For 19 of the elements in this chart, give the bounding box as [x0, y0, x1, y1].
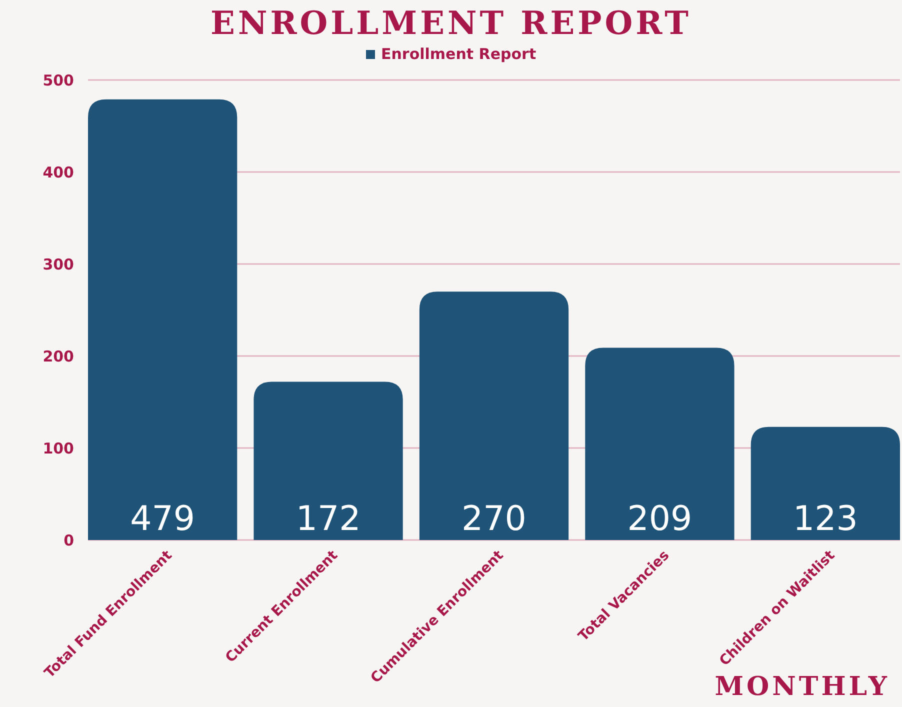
data-label: 123 [792, 499, 858, 539]
data-label: 270 [462, 499, 526, 539]
y-tick-label: 400 [42, 163, 74, 182]
text: MONTHLY [714, 672, 890, 702]
data-label: 172 [296, 499, 361, 539]
bar [585, 348, 734, 540]
bar [419, 292, 569, 540]
bar [750, 426, 900, 540]
y-tick-label: 500 [42, 71, 74, 90]
y-tick-label: 100 [42, 439, 74, 458]
legend-label: Enrollment Report [381, 45, 536, 63]
data-label: 209 [627, 499, 692, 539]
y-tick-label: 200 [42, 347, 74, 366]
bar [254, 382, 403, 540]
data-label: 479 [130, 499, 196, 539]
y-tick-label: 300 [42, 255, 74, 274]
bar [88, 99, 238, 540]
chart-title: ENROLLMENT REPORT [210, 4, 692, 42]
y-tick-label: 0 [64, 531, 74, 550]
